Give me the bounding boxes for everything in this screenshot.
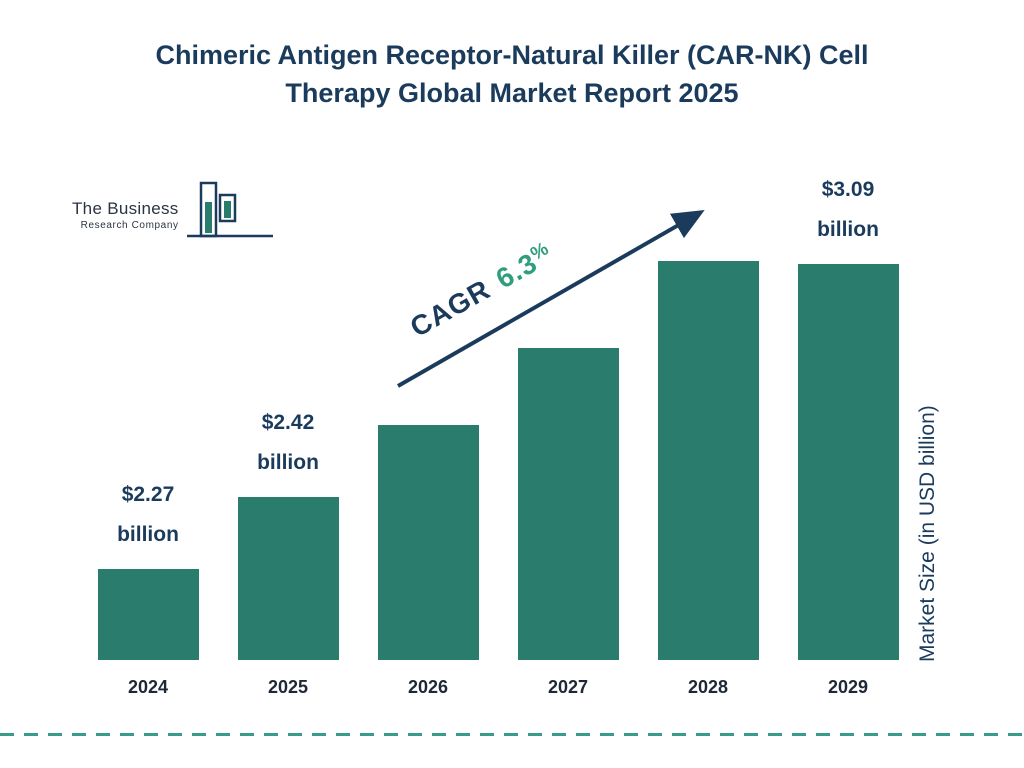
- page-title-line1: Chimeric Antigen Receptor-Natural Killer…: [155, 40, 869, 70]
- company-logo: The Business Research Company: [72, 180, 275, 245]
- bar-value-amount: $2.42: [261, 411, 315, 435]
- bar-column-2026: 2026: [373, 170, 483, 697]
- bar-year-label: 2027: [547, 677, 589, 697]
- bar-rect: [657, 261, 759, 660]
- bar-rect: [97, 569, 199, 660]
- bar-value-label: $2.27 billion: [117, 475, 179, 555]
- bars-row: $2.27 billion 2024 $2.42 billion 2025 20…: [93, 170, 903, 697]
- bar-value-amount: $2.27: [121, 483, 175, 507]
- y-axis-label: Market Size (in USD billion): [916, 405, 939, 662]
- bar-value-unit: billion: [817, 217, 879, 241]
- bar-column-2029: $3.09 billion 2029: [793, 170, 903, 697]
- bar-rect: [237, 497, 339, 660]
- bar-value-amount: $3.09: [821, 178, 875, 201]
- bar-rect: [517, 348, 619, 660]
- bar-rect: [377, 425, 479, 660]
- bottom-dashed-divider: [0, 733, 1024, 736]
- bar-year-label: 2028: [687, 677, 729, 697]
- bar-column-2028: 2028: [653, 170, 763, 697]
- bar-value-label: $2.42 billion: [257, 403, 319, 483]
- bar-value-label: $3.09 billion: [817, 170, 879, 250]
- logo-bar-chart-icon: [186, 180, 275, 245]
- company-logo-text: The Business Research Company: [72, 199, 179, 231]
- logo-subname: Research Company: [80, 220, 179, 231]
- logo-name: The Business: [72, 199, 179, 218]
- bar-year-label: 2024: [127, 677, 169, 697]
- bar-column-2027: 2027: [513, 170, 623, 697]
- bar-value-unit: billion: [257, 451, 319, 475]
- bar-value-unit: billion: [117, 523, 179, 547]
- bar-column-2024: $2.27 billion 2024: [93, 170, 203, 697]
- bar-year-label: 2029: [827, 677, 869, 697]
- bar-year-label: 2026: [407, 677, 449, 697]
- bar-column-2025: $2.42 billion 2025: [233, 170, 343, 697]
- page-title: Chimeric Antigen Receptor-Natural Killer…: [0, 36, 1024, 113]
- bar-year-label: 2025: [267, 677, 309, 697]
- bar-rect: [797, 263, 899, 660]
- page-title-line2: Therapy Global Market Report 2025: [285, 78, 739, 109]
